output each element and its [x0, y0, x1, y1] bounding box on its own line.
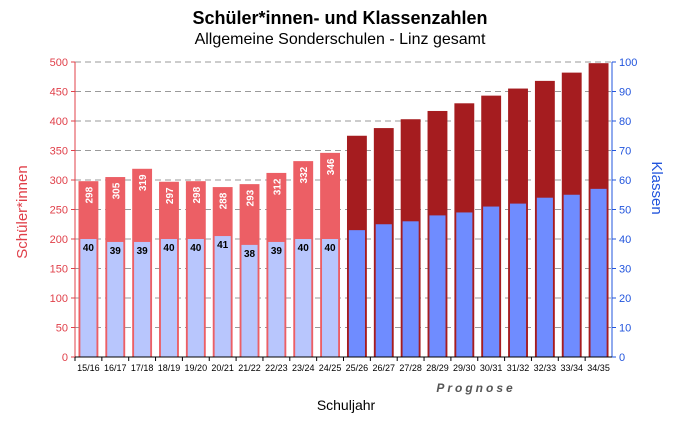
y-right-tick-label: 30 — [619, 264, 631, 276]
bar-klassen-20/21 — [214, 236, 231, 357]
data-label-schueler: 305 — [111, 182, 122, 199]
bar-klassen-31/32 — [509, 203, 527, 357]
y-left-tick-label: 500 — [50, 57, 68, 69]
data-label-klassen: 39 — [271, 246, 283, 257]
y-left-tick-label: 50 — [56, 323, 68, 335]
y-left-tick-label: 100 — [50, 293, 68, 305]
data-label-schueler: 297 — [165, 187, 176, 204]
bar-klassen-21/22 — [241, 244, 258, 357]
data-label-klassen: 40 — [325, 243, 337, 254]
bar-klassen-30/31 — [483, 206, 500, 357]
x-tick-label: 22/23 — [265, 363, 288, 373]
bars — [78, 63, 609, 358]
y-right-tick-label: 20 — [619, 293, 631, 305]
x-tick-label: 30/31 — [480, 363, 503, 373]
x-tick-label: 28/29 — [426, 363, 449, 373]
data-label-klassen: 41 — [217, 240, 229, 251]
x-tick-label: 32/33 — [534, 363, 557, 373]
x-tick-label: 34/35 — [587, 363, 610, 373]
x-tick-label: 16/17 — [104, 363, 127, 373]
y-left-tick-label: 350 — [50, 146, 68, 158]
x-tick-label: 33/34 — [560, 363, 583, 373]
bar-klassen-32/33 — [536, 197, 553, 357]
data-label-schueler: 346 — [326, 158, 337, 175]
x-tick-label: 15/16 — [77, 363, 100, 373]
bar-klassen-24/25 — [322, 239, 339, 357]
y-right-tick-label: 40 — [619, 234, 631, 246]
data-label-schueler: 298 — [84, 186, 95, 203]
x-tick-label: 24/25 — [319, 363, 342, 373]
y-right-tick-label: 70 — [619, 146, 631, 158]
data-label-schueler: 293 — [246, 189, 257, 206]
y-right-tick-label: 0 — [619, 352, 625, 364]
chart-subtitle: Allgemeine Sonderschulen - Linz gesamt — [194, 31, 486, 48]
data-labels: 298 305 319 297 298 288 293 312 332 346 40 39 39 40 40… — [83, 158, 337, 260]
y-left-tick-label: 150 — [50, 264, 68, 276]
y-right-tick-label: 50 — [619, 205, 631, 217]
y-left-tick-label: 250 — [50, 205, 68, 217]
x-tick-label: 21/22 — [238, 363, 261, 373]
data-label-klassen: 39 — [110, 246, 122, 257]
bar-klassen-22/23 — [268, 241, 285, 357]
data-label-klassen: 40 — [83, 243, 95, 254]
data-label-klassen: 39 — [137, 246, 149, 257]
x-tick-label: 29/30 — [453, 363, 476, 373]
y-left-tick-label: 400 — [50, 116, 68, 128]
x-tick-label: 27/28 — [399, 363, 422, 373]
y-right-tick-label: 100 — [619, 57, 637, 69]
bar-klassen-23/24 — [295, 239, 312, 357]
bar-klassen-34/35 — [590, 188, 607, 357]
y-right-tick-label: 90 — [619, 87, 631, 99]
data-label-klassen: 40 — [298, 243, 310, 254]
data-label-klassen: 40 — [163, 243, 175, 254]
bar-klassen-25/26 — [348, 230, 365, 357]
bar-klassen-18/19 — [160, 239, 178, 357]
bar-klassen-15/16 — [80, 239, 97, 357]
y-left-tick-label: 0 — [62, 352, 68, 364]
x-tick-label: 26/27 — [373, 363, 396, 373]
y-right-tick-label: 80 — [619, 116, 631, 128]
data-label-schueler: 319 — [138, 174, 149, 191]
x-tick-label: 23/24 — [292, 363, 315, 373]
y-left-tick-label: 200 — [50, 234, 68, 246]
x-tick-label: 20/21 — [211, 363, 234, 373]
data-label-klassen: 38 — [244, 249, 256, 260]
x-tick-label: 25/26 — [346, 363, 369, 373]
bar-klassen-28/29 — [429, 215, 446, 357]
y-right-tick-label: 60 — [619, 175, 631, 187]
data-label-schueler: 288 — [219, 192, 230, 209]
gridlines — [75, 61, 612, 328]
y-left-tick-label: 450 — [50, 87, 68, 99]
data-label-schueler: 332 — [299, 166, 310, 183]
data-label-schueler: 298 — [192, 186, 203, 203]
y-axis-left-label: Schüler*innen — [14, 165, 31, 258]
y-right-tick-label: 10 — [619, 323, 631, 335]
x-axis-label: Schuljahr — [317, 397, 376, 413]
bar-klassen-27/28 — [402, 221, 419, 357]
bar-klassen-33/34 — [563, 194, 580, 357]
chart-title: Schüler*innen- und Klassenzahlen — [192, 8, 488, 28]
x-tick-label: 19/20 — [185, 363, 208, 373]
x-tick-label: 17/18 — [131, 363, 154, 373]
bar-klassen-26/27 — [375, 224, 392, 357]
axes: 0 50 100 150 200 250 300 350 400 450 500 0 10 20 30 40 5… — [50, 57, 638, 373]
bar-klassen-17/18 — [134, 241, 151, 357]
bar-klassen-19/20 — [187, 239, 204, 357]
data-label-klassen: 40 — [190, 243, 202, 254]
bar-klassen-16/17 — [107, 241, 124, 357]
y-axis-right-label: Klassen — [648, 161, 665, 214]
x-tick-label: 31/32 — [507, 363, 530, 373]
y-left-tick-label: 300 — [50, 175, 68, 187]
x-tick-label: 18/19 — [158, 363, 181, 373]
prognose-label: Prognose — [436, 381, 515, 395]
bar-klassen-29/30 — [456, 212, 473, 357]
data-label-schueler: 312 — [272, 178, 283, 195]
